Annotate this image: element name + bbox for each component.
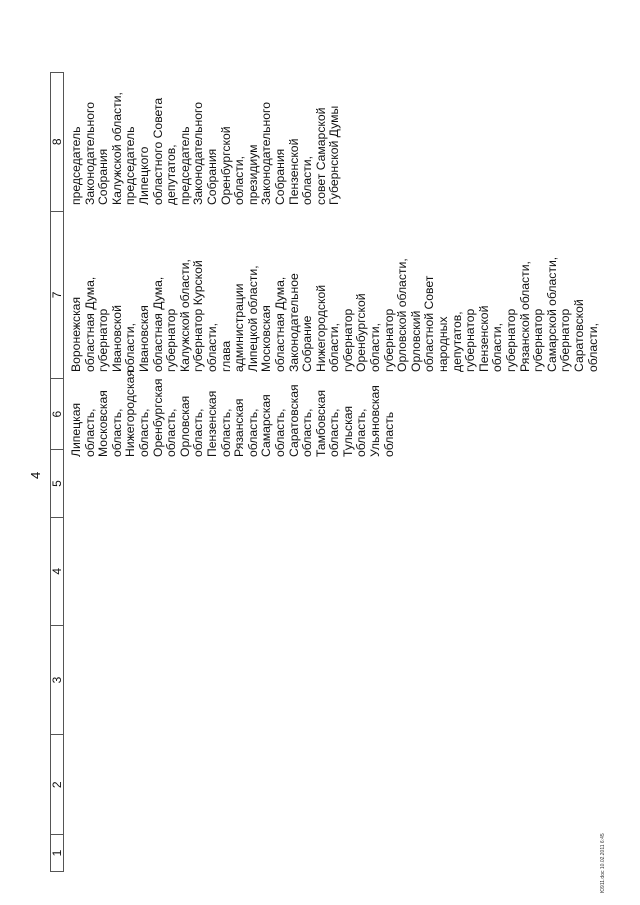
cell-line: губернатор [96, 308, 111, 372]
page-number: 4 [28, 471, 43, 479]
cell-line: администрации [232, 283, 247, 372]
cell-line: Тамбовская [313, 389, 328, 457]
cell-line: область, [218, 408, 233, 457]
header-col-1: 1 [50, 834, 64, 871]
cell-line: область, [300, 408, 315, 457]
cell-line: Собрание [300, 315, 315, 372]
cell-line: глава [218, 340, 233, 372]
header-col-6: 6 [50, 378, 64, 450]
cell-line: Калужской области, [109, 92, 124, 205]
cell-line: Калужской области, [177, 259, 192, 372]
cell-line: Оренбургской [218, 126, 233, 205]
header-col-5: 5 [50, 449, 64, 517]
cell-line: областная Дума, [150, 276, 165, 372]
cell-line: области, [327, 323, 342, 372]
cell-line: область, [245, 408, 260, 457]
cell-line: Орловской области, [395, 258, 410, 372]
column-8-cell: председатель Законодательного Собрания Калу… [69, 92, 342, 206]
cell-line: области, [300, 156, 315, 205]
cell-line: Законодательного [82, 102, 97, 205]
cell-line: Собрания [204, 148, 219, 205]
cell-line: Липецкая [69, 402, 83, 457]
header-col-7: 7 [50, 210, 64, 379]
cell-line: губернатор [504, 308, 518, 372]
cell-line: областная Дума, [272, 276, 287, 372]
cell-line: Липецкого [136, 146, 151, 205]
cell-line: депутатов, [164, 144, 179, 205]
cell-line: областной Совет [422, 275, 437, 372]
cell-line: Оренбургская [150, 378, 165, 457]
cell-line: Воронежская [69, 296, 83, 372]
cell-line: Московская [259, 305, 274, 372]
cell-line: Нижегородская [123, 370, 138, 457]
cell-line: Саратовская [286, 384, 301, 457]
column-7-cell: Воронежская областная Дума, губернатор Иван… [69, 256, 600, 373]
cell-line: Рязанской области, [517, 261, 532, 372]
cell-line: Нижегородской [313, 284, 328, 372]
cell-line: область, [272, 408, 287, 457]
cell-line: Ульяновская [368, 385, 383, 457]
table-header-row: 1 2 3 4 5 6 7 8 [50, 72, 64, 872]
cell-line: Саратовской [571, 299, 586, 372]
cell-line: Ивановской [109, 305, 124, 372]
cell-line: Оренбургской [354, 293, 369, 372]
cell-line: Пензенская [204, 390, 219, 457]
cell-line: область [381, 411, 396, 457]
cell-line: Тульская [340, 405, 355, 457]
cell-line: области, [232, 156, 247, 205]
cell-line: губернатор [558, 308, 573, 372]
cell-line: Орловский [408, 310, 423, 372]
cell-line: областная Дума, [82, 276, 97, 372]
cell-line: области, [123, 323, 138, 372]
cell-line: Самарской области, [544, 256, 559, 372]
cell-line: Липецкой области, [245, 265, 260, 372]
cell-line: области, [204, 323, 219, 372]
cell-line: Пензенской [286, 138, 301, 205]
cell-line: председатель [123, 126, 138, 205]
cell-line: область, [354, 408, 369, 457]
header-col-4: 4 [50, 516, 64, 625]
cell-line: область, [191, 408, 206, 457]
cell-line: Рязанская [232, 398, 247, 458]
cell-line: области, [490, 323, 505, 372]
cell-line: область, [82, 408, 97, 457]
cell-line: совет Самарской [313, 107, 328, 206]
cell-line: губернатор [531, 308, 546, 372]
cell-line: области, [368, 323, 383, 372]
header-col-3: 3 [50, 624, 64, 735]
cell-line: народных [436, 316, 451, 373]
cell-line: председатель [177, 126, 192, 205]
cell-line: депутатов, [449, 311, 464, 372]
cell-line: области, [585, 323, 600, 372]
cell-line: Законодательного [191, 102, 206, 205]
cell-line: Законодательное [286, 273, 301, 372]
cell-line: областного Совета [150, 97, 165, 205]
cell-line: Ивановская [136, 305, 151, 372]
cell-line: губернатор [340, 308, 355, 372]
cell-line: Собрания [96, 148, 111, 205]
footer-filename: Ю911.doc 10.02.2011 6:45 [600, 833, 606, 893]
header-col-8: 8 [50, 138, 64, 146]
header-col-2: 2 [50, 734, 64, 835]
cell-line: губернатор Курской [191, 260, 206, 372]
cell-line: президиум [245, 144, 260, 205]
cell-line: губернатор [164, 308, 179, 372]
cell-line: Собрания [272, 148, 287, 205]
cell-line: Законодательного [259, 102, 274, 205]
cell-line: Орловская [177, 395, 192, 457]
column-6-cell: Липецкая область, Московская область, Нижего… [69, 370, 396, 458]
cell-line: Московская [96, 390, 111, 457]
cell-line: область, [109, 408, 124, 457]
cell-line: Пензенской [476, 305, 491, 372]
cell-line: область, [327, 408, 342, 457]
cell-line: область, [136, 408, 151, 457]
cell-line: Самарская [259, 394, 274, 457]
cell-line: область, [164, 408, 179, 457]
cell-line: губернатор [463, 308, 478, 372]
cell-line: председатель [69, 126, 83, 205]
cell-line: губернатор [381, 308, 396, 372]
cell-line: Губернской Думы [327, 105, 342, 205]
